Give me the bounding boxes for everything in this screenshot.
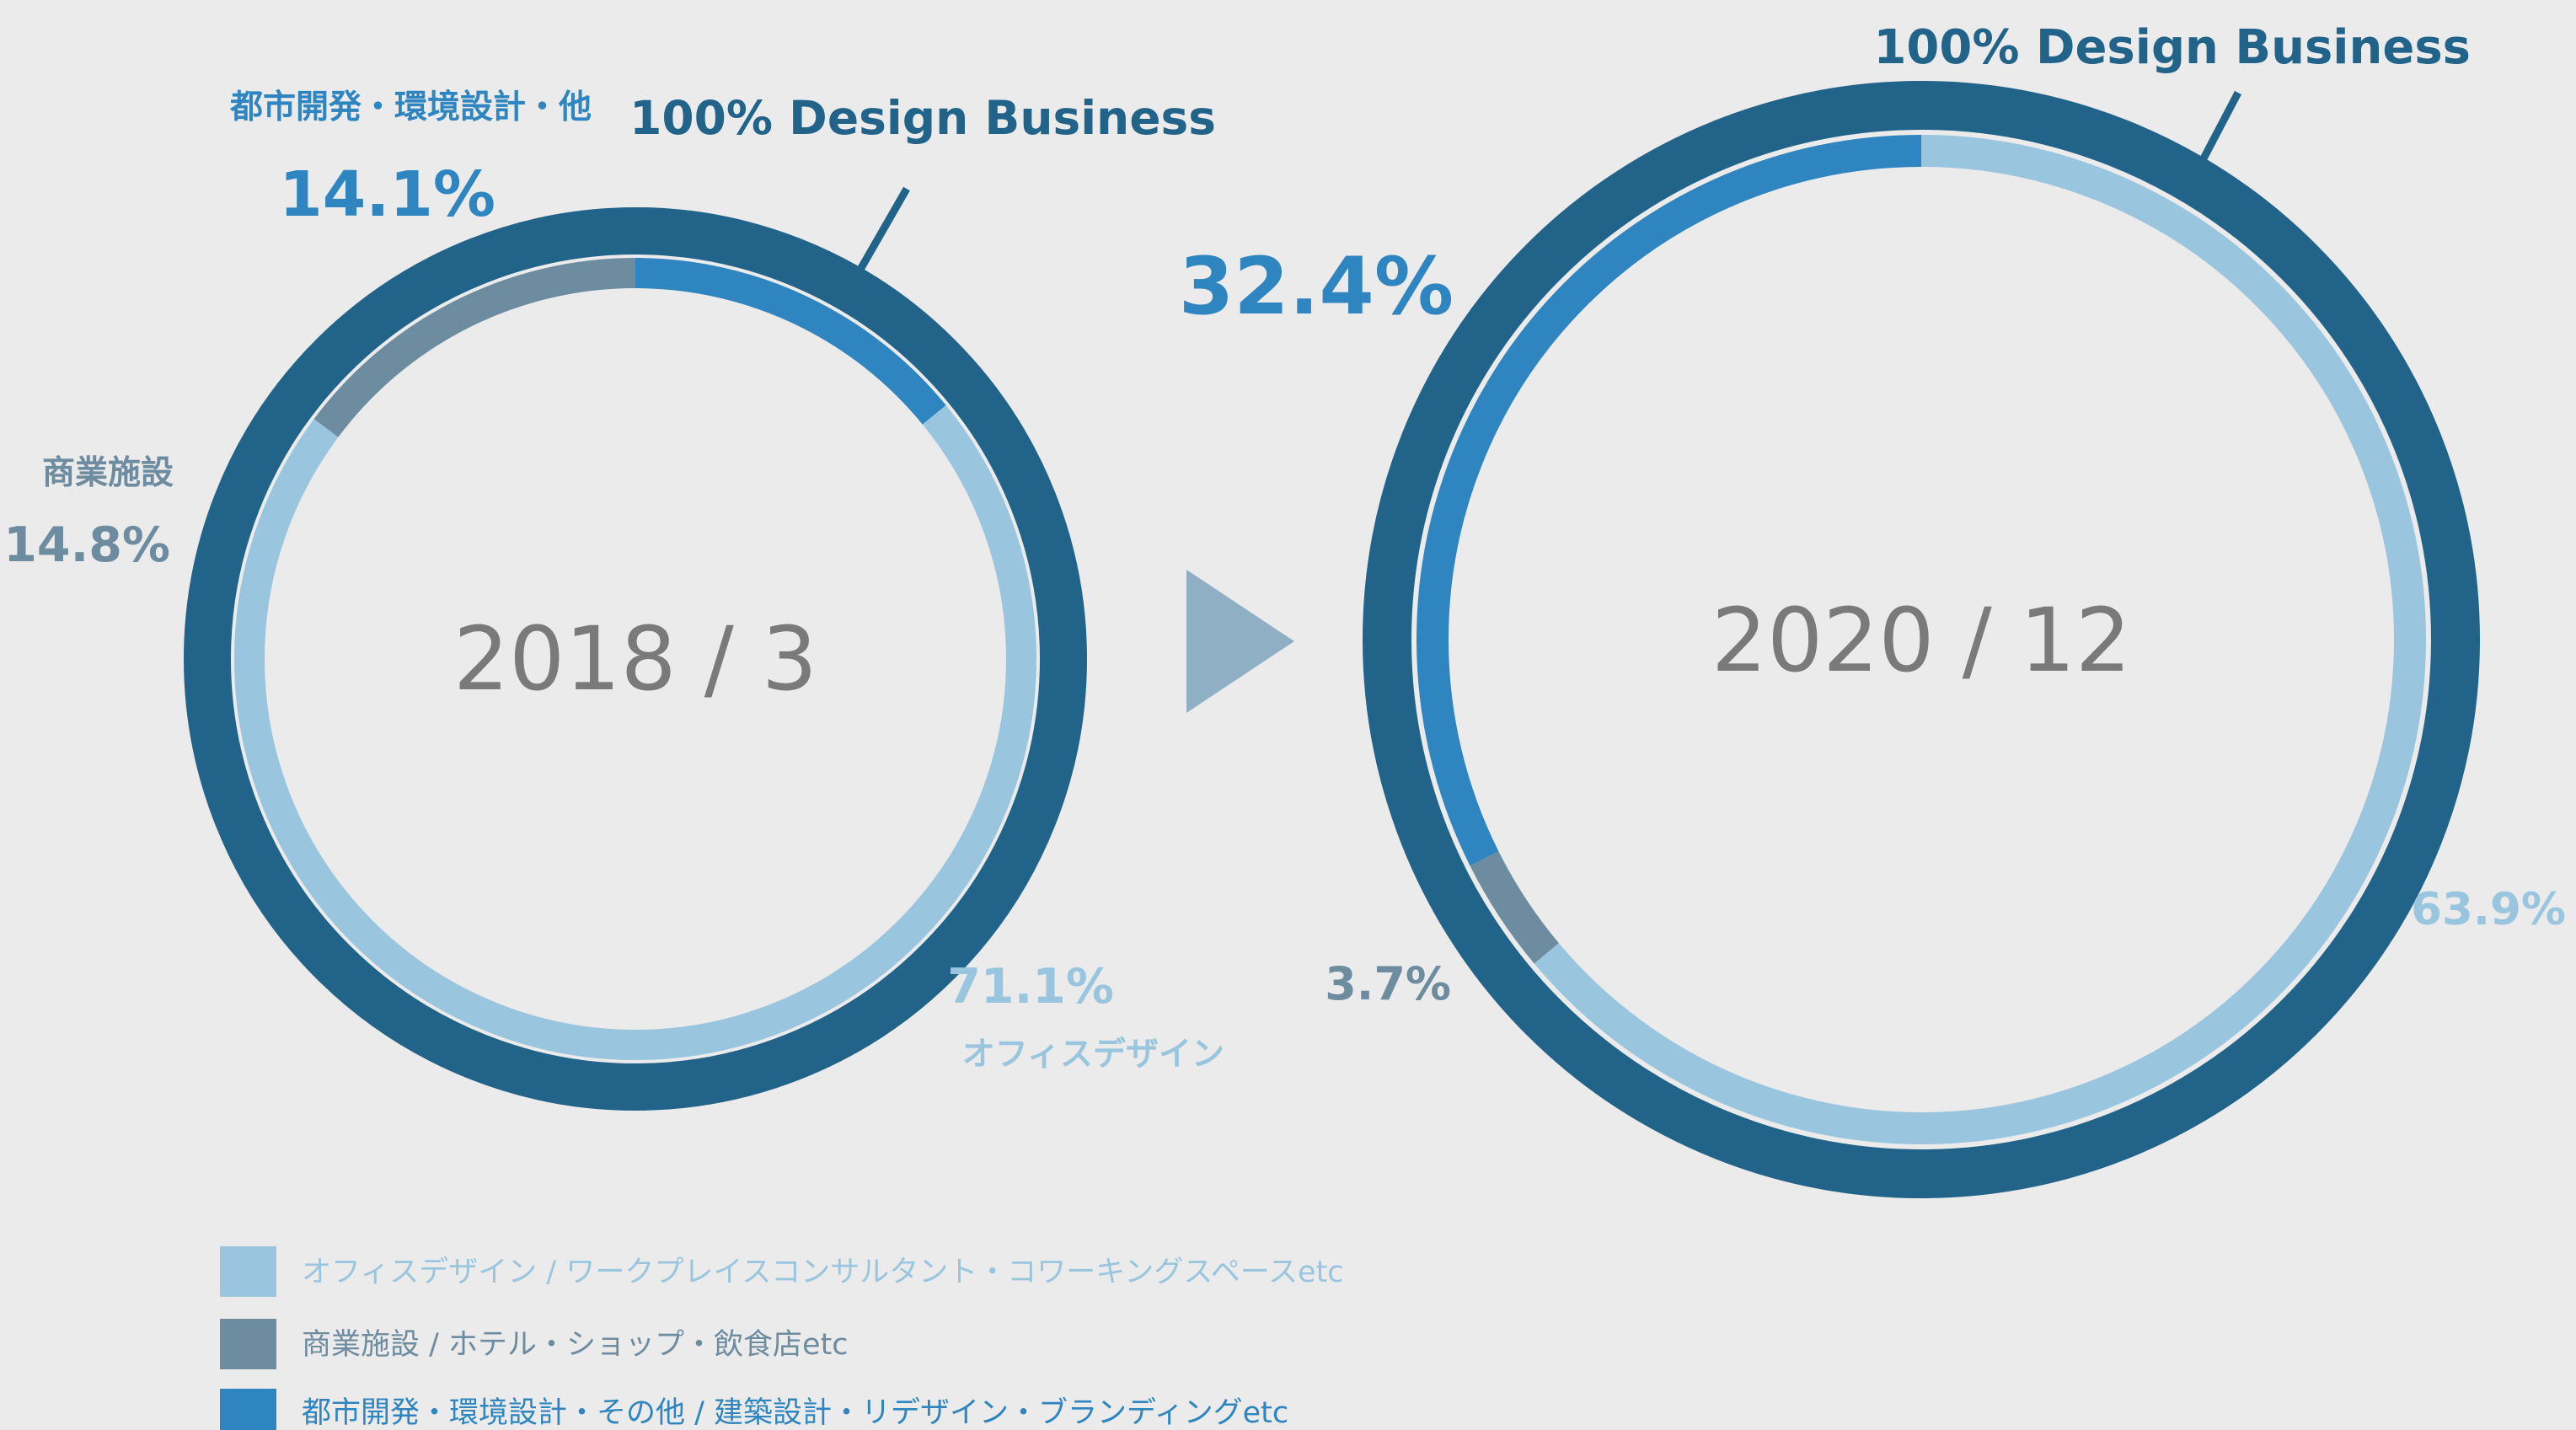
center-label-2018: 2018 / 3 bbox=[453, 608, 817, 710]
legend-swatch-commercial bbox=[220, 1319, 276, 1369]
commercial-value-2018: 14.8% bbox=[3, 517, 170, 573]
outer-label-2020: 100% Design Business bbox=[1873, 20, 2471, 75]
donut-segments-2018 bbox=[234, 258, 1036, 1060]
legend-label-urban: 都市開発・環境設計・その他 / 建築設計・リデザイン・ブランディングetc bbox=[302, 1396, 1288, 1430]
donut-chart-2020: 100% Design Business 2020 / 12 63.9% 3.7… bbox=[1179, 20, 2566, 1198]
office-value-2018: 71.1% bbox=[947, 959, 1114, 1015]
outer-label-leader-2020 bbox=[2199, 90, 2241, 163]
office-value-2020: 63.9% bbox=[2411, 884, 2566, 935]
segment-urban-2020 bbox=[1417, 135, 2426, 1144]
legend: オフィスデザイン / ワークプレイスコンサルタント・コワーキングスペースetc … bbox=[220, 1246, 1344, 1430]
outer-ring-2020 bbox=[1363, 81, 2480, 1198]
segment-office-2018 bbox=[234, 258, 1036, 1060]
legend-label-commercial: 商業施設 / ホテル・ショップ・飲食店etc bbox=[302, 1328, 849, 1362]
donut-chart-2018: 100% Design Business 2018 / 3 都市開発・環境設計・… bbox=[3, 88, 1224, 1111]
play-triangle-icon bbox=[1186, 570, 1294, 713]
commercial-value-2020: 3.7% bbox=[1325, 957, 1451, 1010]
outer-ring-2018 bbox=[184, 207, 1087, 1111]
commercial-name-2018: 商業施設 bbox=[42, 454, 174, 492]
legend-label-office: オフィスデザイン / ワークプレイスコンサルタント・コワーキングスペースetc bbox=[302, 1256, 1344, 1289]
urban-name-2018: 都市開発・環境設計・他 bbox=[229, 88, 592, 126]
outer-label-2018: 100% Design Business bbox=[629, 91, 1216, 145]
urban-value-2020: 32.4% bbox=[1179, 241, 1454, 333]
legend-swatch-office bbox=[220, 1246, 276, 1297]
donut-segments-2020 bbox=[1417, 135, 2426, 1144]
segment-commercial-2018 bbox=[234, 258, 1036, 1060]
center-label-2020: 2020 / 12 bbox=[1711, 589, 2131, 692]
urban-value-2018: 14.1% bbox=[279, 158, 495, 231]
legend-swatch-urban bbox=[220, 1389, 276, 1430]
outer-label-leader-2018 bbox=[858, 186, 910, 270]
office-name-2018: オフィスデザイン bbox=[962, 1036, 1224, 1074]
